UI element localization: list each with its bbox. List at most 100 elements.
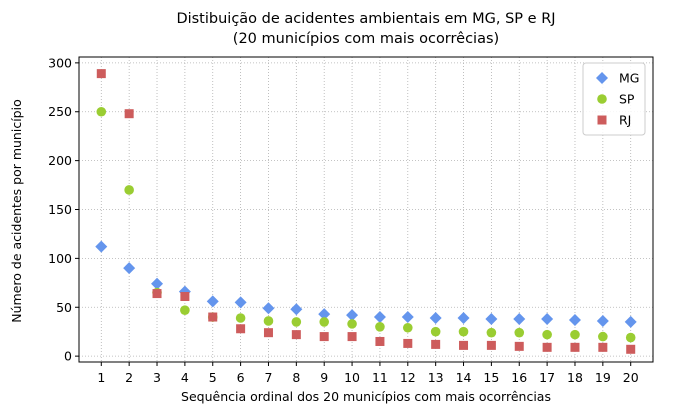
- point-mg: [401, 311, 414, 324]
- x-tick-label: 17: [539, 370, 555, 385]
- point-sp: [319, 317, 330, 327]
- point-rj: [626, 344, 636, 354]
- chart-title-line-2: (20 municípios com mais ocorrêcias): [233, 31, 499, 47]
- point-mg: [373, 311, 386, 324]
- point-sp: [486, 327, 497, 338]
- y-tick-label: 150: [48, 202, 72, 217]
- x-tick-label: 12: [400, 370, 416, 385]
- point-rj: [208, 312, 218, 322]
- point-mg: [262, 302, 275, 315]
- legend-marker-sp: [597, 94, 607, 104]
- point-mg: [541, 312, 554, 325]
- point-sp: [291, 317, 302, 327]
- x-tick-label: 6: [237, 370, 245, 385]
- x-tick-label: 9: [320, 370, 328, 385]
- point-sp: [347, 319, 357, 329]
- point-sp: [96, 106, 107, 117]
- point-sp: [570, 329, 580, 340]
- point-sp: [402, 322, 413, 333]
- x-tick-label: 18: [567, 370, 583, 385]
- legend-label-rj: RJ: [619, 113, 631, 128]
- point-mg: [624, 315, 637, 328]
- point-mg: [290, 303, 303, 316]
- axes: [78, 56, 654, 363]
- x-tick-label: 10: [344, 370, 360, 385]
- point-mg: [513, 312, 526, 325]
- x-tick-label: 19: [595, 370, 611, 385]
- point-mg: [95, 240, 108, 253]
- x-tick-label: 1: [97, 370, 105, 385]
- data-points: [95, 69, 637, 354]
- legend-marker-rj: [597, 115, 607, 125]
- point-rj: [291, 330, 301, 340]
- point-mg: [123, 262, 136, 275]
- point-rj: [319, 332, 329, 342]
- legend: MG SP RJ: [582, 62, 646, 136]
- x-tick-label: 2: [125, 370, 133, 385]
- point-sp: [430, 326, 441, 337]
- point-rj: [236, 324, 246, 334]
- ticks: 1 2 3 4 5 6 7 8 9 10 11 12 13 14 15 16 17 18 19 20050100150…: [48, 55, 639, 385]
- y-tick-label: 100: [48, 251, 72, 266]
- point-sp: [180, 305, 190, 315]
- x-tick-label: 20: [623, 370, 639, 385]
- point-mg: [596, 314, 609, 327]
- y-axis-label: Número de acidentes por município: [9, 99, 24, 322]
- grid: [79, 57, 653, 362]
- point-mg: [485, 312, 498, 325]
- point-rj: [459, 340, 469, 350]
- point-rj: [263, 328, 273, 338]
- x-tick-label: 16: [511, 370, 527, 385]
- x-tick-label: 8: [292, 370, 300, 385]
- x-axis-label: Sequência ordinal dos 20 municípios com …: [181, 389, 551, 404]
- point-rj: [347, 332, 357, 342]
- point-mg: [429, 312, 442, 325]
- y-tick-label: 300: [48, 55, 72, 70]
- point-rj: [152, 289, 162, 299]
- point-mg: [151, 277, 164, 290]
- point-rj: [486, 340, 496, 350]
- chart-title-line-1: Distibuição de acidentes ambientais em M…: [176, 11, 555, 27]
- point-mg: [568, 313, 581, 326]
- legend-marker-mg: [596, 72, 608, 84]
- point-rj: [570, 342, 580, 352]
- point-rj: [542, 342, 552, 352]
- point-sp: [542, 329, 552, 340]
- y-tick-label: 200: [48, 153, 72, 168]
- point-mg: [318, 308, 331, 321]
- point-sp: [598, 331, 608, 342]
- point-sp: [124, 185, 134, 195]
- point-sp: [625, 332, 636, 343]
- point-sp: [458, 326, 469, 337]
- point-sp: [235, 313, 246, 323]
- x-tick-label: 5: [209, 370, 217, 385]
- x-tick-label: 7: [264, 370, 272, 385]
- legend-label-sp: SP: [619, 92, 635, 107]
- x-tick-label: 3: [153, 370, 161, 385]
- y-tick-label: 250: [48, 104, 72, 119]
- point-rj: [431, 339, 441, 349]
- point-rj: [514, 341, 524, 351]
- point-mg: [206, 295, 219, 308]
- x-tick-label: 14: [456, 370, 472, 385]
- legend-label-mg: MG: [619, 71, 639, 86]
- plot-frame: [78, 56, 654, 363]
- point-mg: [234, 296, 247, 309]
- point-rj: [403, 338, 413, 348]
- point-mg: [457, 312, 470, 325]
- point-rj: [180, 292, 190, 302]
- point-rj: [375, 336, 385, 346]
- point-rj: [96, 69, 106, 79]
- x-tick-label: 13: [428, 370, 444, 385]
- point-rj: [598, 342, 608, 352]
- y-tick-label: 0: [64, 349, 72, 364]
- x-tick-label: 4: [181, 370, 189, 385]
- x-tick-label: 11: [372, 370, 388, 385]
- y-tick-label: 50: [56, 300, 72, 315]
- point-sp: [514, 327, 525, 338]
- x-tick-label: 15: [483, 370, 499, 385]
- point-sp: [263, 316, 274, 326]
- point-rj: [124, 109, 134, 119]
